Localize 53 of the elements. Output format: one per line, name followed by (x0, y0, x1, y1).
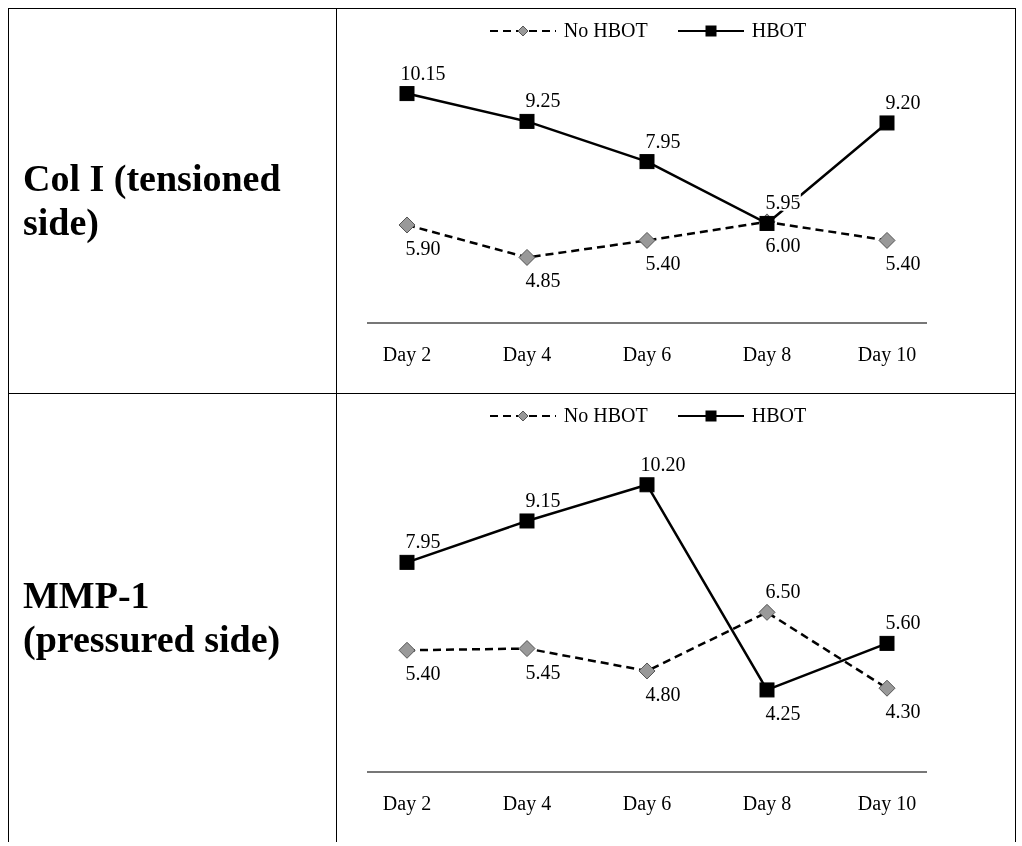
point (399, 554, 415, 570)
legend-label: HBOT (750, 404, 807, 427)
point (519, 113, 535, 129)
data-label: 9.25 (525, 89, 561, 112)
data-label: 5.40 (885, 252, 921, 275)
x-tick-label: Day 10 (857, 343, 917, 367)
x-tick-label: Day 10 (857, 792, 917, 816)
x-tick-label: Day 8 (742, 792, 792, 816)
point (638, 662, 656, 680)
x-tick-label: Day 6 (622, 792, 672, 816)
text: Col I (tensioned side) (23, 157, 282, 245)
x-tick-label: Day 4 (502, 792, 552, 816)
point (398, 216, 416, 234)
x-tick-label: Day 8 (742, 343, 792, 367)
x-tick-label: Day 2 (382, 792, 432, 816)
data-label: 4.85 (525, 269, 561, 292)
point (519, 513, 535, 529)
data-label: 4.25 (765, 701, 801, 724)
data-label: 6.50 (765, 580, 801, 603)
point (878, 679, 896, 697)
data-label: 7.95 (405, 530, 441, 553)
data-label: 9.15 (525, 488, 561, 511)
point (878, 231, 896, 249)
point (639, 154, 655, 170)
legend-label: No HBOT (562, 19, 648, 42)
point (518, 248, 536, 266)
legend-label: No HBOT (562, 404, 648, 427)
data-label: 5.45 (525, 660, 561, 683)
data-label: 4.80 (645, 682, 681, 705)
data-label: 6.00 (765, 233, 801, 256)
data-label: 7.95 (645, 129, 681, 152)
point (399, 86, 415, 102)
data-label: 4.30 (885, 700, 921, 723)
point (879, 635, 895, 651)
data-label: 5.90 (405, 236, 441, 259)
legend-label: HBOT (750, 19, 807, 42)
point (639, 477, 655, 493)
data-label: 9.20 (885, 90, 921, 113)
x-tick-label: Day 6 (622, 343, 672, 367)
point (638, 231, 656, 249)
x-tick-label: Day 2 (382, 343, 432, 367)
x-tick-label: Day 4 (502, 343, 552, 367)
point (759, 682, 775, 698)
point (758, 603, 776, 621)
data-label: 10.20 (640, 452, 686, 475)
data-label: 10.15 (400, 61, 446, 84)
data-label: 5.40 (645, 252, 681, 275)
data-label: 5.60 (885, 611, 921, 634)
text: MMP-1 (pressured side) (23, 574, 282, 662)
point (879, 115, 895, 131)
point (398, 641, 416, 659)
point (518, 640, 536, 658)
data-label: 5.40 (405, 662, 441, 685)
